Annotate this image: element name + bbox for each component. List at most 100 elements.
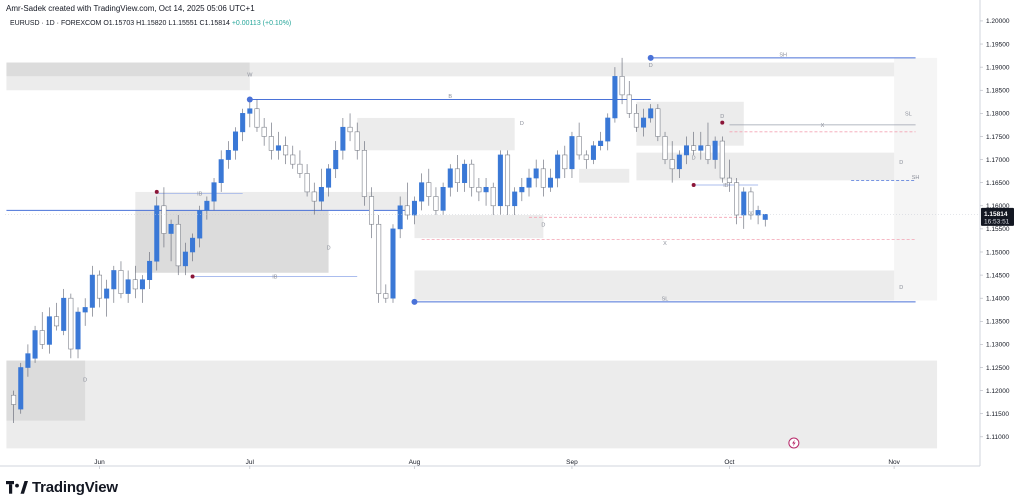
candle-11: [89, 265, 95, 317]
candle-87: [633, 104, 639, 132]
candle-81: [590, 141, 596, 165]
candle-9: [75, 307, 81, 359]
candle-23: [175, 215, 181, 276]
candle-101: [734, 178, 740, 225]
zone-label-7: D: [899, 160, 903, 166]
candle-body: [512, 191, 518, 207]
candle-22: [168, 219, 174, 262]
zone-label-9: D: [720, 114, 724, 120]
swing-marker-2: [411, 298, 418, 305]
candle-32: [240, 108, 246, 142]
candle-body: [411, 200, 417, 216]
candle-body: [762, 214, 768, 220]
zone-6: [135, 210, 329, 273]
candle-69: [505, 150, 511, 216]
candle-33: [247, 99, 253, 128]
candle-body: [497, 154, 503, 207]
y-tick-label-2: 1.19000: [986, 64, 1010, 71]
candle-body: [462, 163, 468, 183]
candle-90: [655, 104, 661, 142]
candle-body: [132, 279, 138, 290]
zone-label-6: D: [692, 156, 696, 162]
candle-100: [726, 159, 732, 192]
zone-2: [249, 62, 916, 77]
tradingview-logo-icon: [6, 481, 28, 494]
candle-56: [411, 196, 417, 225]
level-label-3: SL: [662, 296, 669, 302]
candle-body: [683, 145, 690, 156]
candle-7: [61, 288, 67, 336]
candle-75: [547, 168, 554, 192]
x-tick-label-5: Nov: [888, 459, 900, 466]
candle-body: [605, 117, 611, 142]
candle-35: [261, 117, 267, 146]
candle-98: [712, 136, 718, 169]
lightning-icon: [792, 439, 796, 447]
candle-body: [11, 394, 17, 405]
y-tick-label-12: 1.14000: [986, 295, 1010, 302]
thin-level-label-1: IB: [272, 274, 278, 280]
candle-body: [526, 177, 532, 188]
candle-3: [32, 325, 38, 363]
candle-17: [132, 265, 138, 299]
candle-body: [669, 159, 675, 170]
candle-92: [669, 141, 675, 183]
candle-body: [54, 316, 60, 327]
candle-body: [240, 113, 246, 133]
candle-44: [326, 164, 332, 197]
candle-body: [404, 205, 410, 216]
change-value: +0.00113 (+0.10%): [231, 20, 292, 27]
candle-body: [691, 145, 697, 151]
candle-body: [175, 223, 181, 267]
candle-49: [361, 141, 367, 206]
y-tick-label-15: 1.12500: [986, 365, 1010, 372]
candle-79: [576, 122, 582, 160]
candle-29: [218, 150, 224, 192]
candle-body: [147, 260, 153, 281]
candle-body: [383, 293, 389, 299]
swing-marker-5: [691, 182, 696, 187]
candle-15: [118, 261, 124, 299]
candle-body: [247, 108, 253, 114]
candle-96: [698, 131, 704, 160]
candle-62: [454, 154, 460, 192]
candle-94: [683, 136, 690, 165]
high-value: H1.15820: [136, 20, 167, 27]
swing-marker-4: [190, 274, 195, 279]
chart-attribution: Amr-Sadek created with TradingView.com, …: [6, 4, 255, 13]
candle-body: [540, 168, 546, 188]
candle-body: [197, 210, 203, 239]
last-price-badge: [981, 207, 1014, 226]
y-tick-label-8: 1.16000: [986, 203, 1010, 210]
countdown-value: 16:53:51: [984, 219, 1010, 226]
candle-78: [569, 131, 575, 179]
candle-34: [254, 99, 260, 132]
candle-38: [283, 136, 289, 165]
candle-27: [204, 196, 210, 220]
candle-body: [454, 168, 460, 183]
zone-label-3: D: [520, 121, 524, 127]
candle-body: [476, 186, 482, 193]
candle-body: [626, 94, 632, 114]
candle-1: [18, 362, 24, 414]
zone-label-4: D: [541, 223, 545, 229]
candle-body: [182, 251, 188, 267]
candle-54: [397, 196, 403, 239]
zone-11: [636, 152, 916, 181]
candle-30: [225, 141, 231, 169]
zone-5: [135, 191, 408, 211]
candle-61: [447, 164, 453, 197]
swing-marker-0: [647, 54, 654, 61]
tradingview-brand[interactable]: TradingView: [6, 479, 118, 496]
candle-body: [290, 154, 296, 165]
candle-0: [11, 390, 17, 423]
y-tick-label-14: 1.13000: [986, 342, 1010, 349]
candle-82: [598, 131, 604, 151]
candle-40: [297, 150, 303, 179]
candle-93: [676, 150, 682, 179]
x-tick-label-0: Jun: [94, 459, 105, 466]
candle-body: [39, 330, 45, 345]
x-tick-label-3: Sep: [566, 459, 578, 466]
candle-88: [641, 108, 647, 137]
